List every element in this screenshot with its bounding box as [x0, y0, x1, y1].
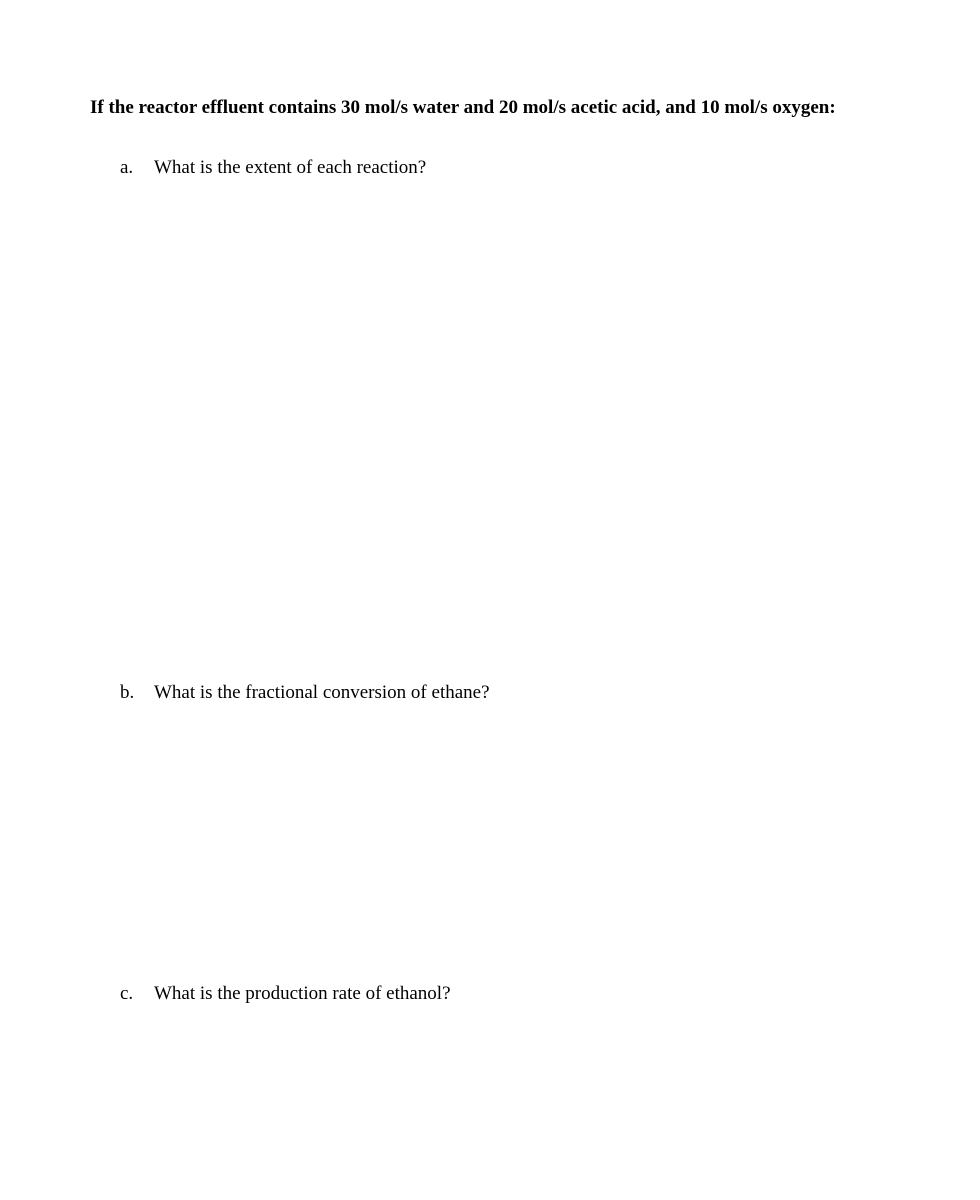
question-a-text: What is the extent of each reaction?: [154, 155, 426, 181]
question-b: b. What is the fractional conversion of …: [120, 680, 885, 706]
question-c: c. What is the production rate of ethano…: [120, 981, 885, 1007]
problem-intro: If the reactor effluent contains 30 mol/…: [90, 95, 885, 121]
question-c-marker: c.: [120, 981, 154, 1007]
question-list: a. What is the extent of each reaction? …: [90, 155, 885, 1007]
question-b-text: What is the fractional conversion of eth…: [154, 680, 490, 706]
question-c-text: What is the production rate of ethanol?: [154, 981, 451, 1007]
question-a-marker: a.: [120, 155, 154, 181]
question-a: a. What is the extent of each reaction?: [120, 155, 885, 181]
question-b-marker: b.: [120, 680, 154, 706]
